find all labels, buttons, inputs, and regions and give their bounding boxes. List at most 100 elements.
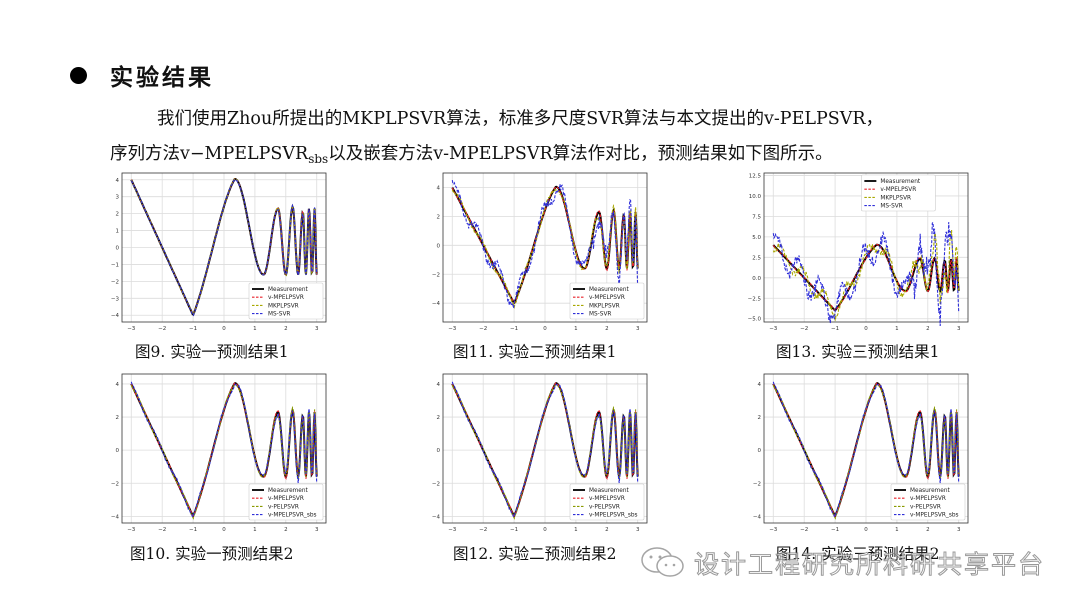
svg-text:v-MPELPSVR_sbs: v-MPELPSVR_sbs: [268, 513, 317, 519]
svg-text:−3: −3: [448, 326, 457, 332]
svg-text:4: 4: [437, 185, 441, 191]
svg-text:Measurement: Measurement: [589, 488, 630, 494]
svg-text:−2: −2: [432, 481, 440, 487]
svg-text:−1: −1: [831, 326, 839, 332]
svg-text:Measurement: Measurement: [268, 287, 309, 293]
svg-text:−2: −2: [800, 527, 808, 533]
paragraph-line-2-pre: 序列方法v−MPELPSVR: [110, 144, 309, 164]
svg-text:−2: −2: [479, 326, 487, 332]
svg-text:2: 2: [605, 326, 609, 332]
caption-fig10: 图10. 实验一预测结果2: [130, 545, 294, 563]
caption-fig13: 图13. 实验三预测结果1: [776, 343, 940, 361]
svg-text:v-MPELPSVR_sbs: v-MPELPSVR_sbs: [910, 513, 959, 519]
chart-svg: −3 −2 −1 0 1 2 3 −4 −2 0 2 4 Measurement v-MPELPSVR v-…: [111, 373, 327, 533]
chart-svg: −3 −2 −1 0 1 2 3 −4 −3 −2 −1 0 1 2 3 4 Measurement v-MPEL…: [111, 172, 327, 332]
svg-text:3: 3: [116, 195, 120, 201]
chart-fig14: −3 −2 −1 0 1 2 3 −4 −2 0 2 4 Measurement v-MPELPSVR v-…: [738, 371, 974, 533]
svg-text:0: 0: [116, 246, 120, 252]
svg-text:12.5: 12.5: [749, 173, 762, 179]
svg-text:MKPLPSVR: MKPLPSVR: [589, 303, 620, 309]
svg-text:1: 1: [574, 527, 578, 533]
svg-text:0: 0: [437, 448, 441, 454]
svg-text:2: 2: [437, 214, 441, 220]
svg-text:0.0: 0.0: [752, 276, 761, 282]
svg-text:v-PELPSVR: v-PELPSVR: [910, 504, 941, 510]
svg-text:4: 4: [116, 178, 120, 184]
svg-text:v-MPELPSVR: v-MPELPSVR: [589, 496, 625, 502]
svg-text:2: 2: [116, 415, 120, 421]
chart-svg: −3 −2 −1 0 1 2 3 −4 −2 0 2 4 Measurement v-MPELPSVR MK…: [432, 172, 648, 332]
chart-fig9: −3 −2 −1 0 1 2 3 −4 −3 −2 −1 0 1 2 3 4 Measurement v-MPEL…: [96, 170, 332, 332]
svg-text:0: 0: [864, 527, 868, 533]
svg-text:MKPLPSVR: MKPLPSVR: [880, 195, 911, 201]
svg-text:2: 2: [758, 415, 762, 421]
caption-fig14: 图14. 实验三预测结果2: [776, 545, 940, 563]
svg-text:2: 2: [926, 326, 930, 332]
wechat-icon: [641, 547, 684, 577]
svg-text:Measurement: Measurement: [910, 488, 951, 494]
svg-text:3: 3: [636, 527, 640, 533]
svg-text:2: 2: [284, 527, 288, 533]
svg-text:1: 1: [253, 326, 257, 332]
chart-legend: Measurement v-MPELPSVR v-PELPSVR v-MPELPSVR…: [569, 483, 645, 521]
svg-text:v-PELPSVR: v-PELPSVR: [589, 504, 620, 510]
svg-text:3: 3: [957, 326, 961, 332]
svg-text:−2: −2: [111, 481, 119, 487]
svg-text:−4: −4: [111, 514, 120, 520]
svg-text:Measurement: Measurement: [880, 179, 921, 185]
svg-text:0: 0: [758, 448, 762, 454]
svg-text:−5.0: −5.0: [748, 317, 762, 323]
svg-text:2: 2: [284, 326, 288, 332]
svg-text:0: 0: [116, 448, 120, 454]
svg-text:1: 1: [253, 527, 257, 533]
svg-text:−2.5: −2.5: [748, 296, 762, 302]
svg-text:−2: −2: [432, 272, 440, 278]
chart-fig12: −3 −2 −1 0 1 2 3 −4 −2 0 2 4 Measurement v-MPELPSVR v-…: [417, 371, 653, 533]
heading-text: 实验结果: [110, 65, 214, 91]
svg-text:−1: −1: [831, 527, 839, 533]
svg-text:1: 1: [895, 326, 899, 332]
paragraph-line-2-post: 以及嵌套方法v-MPELPSVR算法作对比，预测结果如下图所示。: [328, 144, 833, 164]
chart-fig10: −3 −2 −1 0 1 2 3 −4 −2 0 2 4 Measurement v-MPELPSVR v-…: [96, 371, 332, 533]
svg-text:−1: −1: [189, 527, 197, 533]
svg-text:−4: −4: [432, 301, 441, 307]
svg-text:−1: −1: [510, 527, 518, 533]
svg-text:4: 4: [116, 382, 120, 388]
svg-text:−4: −4: [432, 514, 441, 520]
svg-text:−2: −2: [158, 527, 166, 533]
svg-text:−1: −1: [111, 262, 119, 268]
svg-text:v-MPELPSVR: v-MPELPSVR: [268, 295, 304, 301]
svg-text:10.0: 10.0: [749, 194, 762, 200]
chart-legend: Measurement v-MPELPSVR v-PELPSVR v-MPELPSVR…: [890, 483, 966, 521]
svg-text:0: 0: [543, 527, 547, 533]
svg-text:Measurement: Measurement: [268, 488, 309, 494]
chart-legend: Measurement v-MPELPSVR MKPLPSVR MS-SVR: [861, 174, 936, 212]
svg-text:2: 2: [605, 527, 609, 533]
subscript-sbs: sbs: [308, 152, 329, 166]
svg-text:MS-SVR: MS-SVR: [880, 204, 902, 210]
svg-text:−3: −3: [111, 296, 120, 302]
svg-text:Measurement: Measurement: [589, 287, 630, 293]
bullet-icon: [70, 66, 87, 84]
svg-text:4: 4: [437, 382, 441, 388]
chart-svg: −3 −2 −1 0 1 2 3 −5.0 −2.5 0.0 2.5 5.0 7.5 10.0 12.5 Me…: [748, 172, 969, 332]
svg-text:−4: −4: [111, 313, 120, 319]
svg-text:−3: −3: [448, 527, 457, 533]
svg-text:−1: −1: [189, 326, 197, 332]
svg-text:3: 3: [957, 527, 961, 533]
chart-svg: −3 −2 −1 0 1 2 3 −4 −2 0 2 4 Measurement v-MPELPSVR v-…: [753, 373, 969, 533]
svg-text:1: 1: [116, 229, 120, 235]
svg-text:3: 3: [636, 326, 640, 332]
paragraph-line-1: 我们使用Zhou所提出的MKPLPSVR算法，标准多尺度SVR算法与本文提出的v…: [157, 109, 884, 129]
svg-text:2.5: 2.5: [752, 255, 761, 261]
chart-legend: Measurement v-MPELPSVR MKPLPSVR MS-SVR: [569, 282, 645, 320]
chart-svg: −3 −2 −1 0 1 2 3 −4 −2 0 2 4 Measurement v-MPELPSVR v-…: [432, 373, 648, 533]
svg-text:−3: −3: [769, 527, 778, 533]
svg-text:2: 2: [926, 527, 930, 533]
chart-fig13: −3 −2 −1 0 1 2 3 −5.0 −2.5 0.0 2.5 5.0 7.5 10.0 12.5 Me…: [738, 170, 974, 332]
svg-text:v-MPELPSVR: v-MPELPSVR: [880, 187, 916, 193]
svg-text:v-PELPSVR: v-PELPSVR: [268, 504, 299, 510]
svg-text:0: 0: [222, 326, 226, 332]
caption-fig12: 图12. 实验二预测结果2: [453, 545, 617, 563]
svg-text:−3: −3: [127, 527, 136, 533]
